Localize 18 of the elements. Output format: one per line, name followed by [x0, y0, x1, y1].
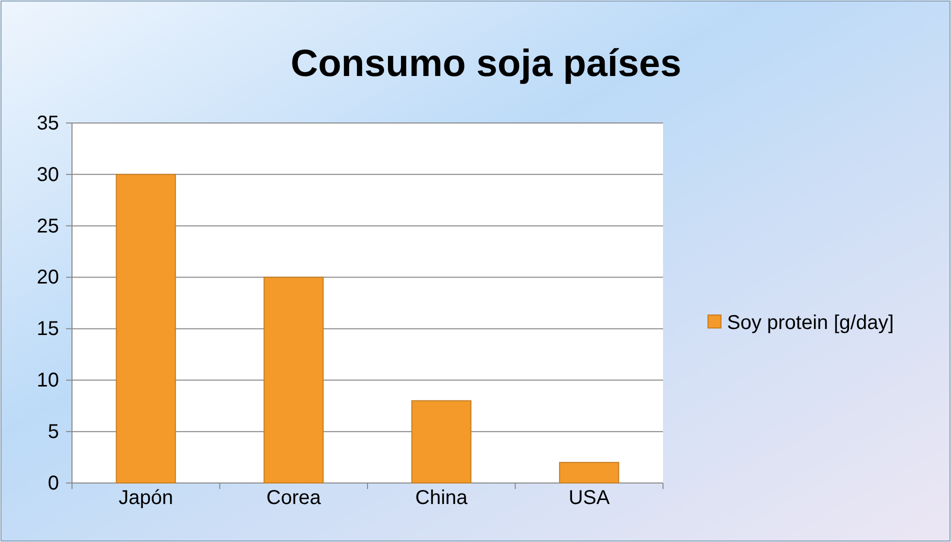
bar: [264, 276, 324, 484]
x-tick-label: USA: [568, 487, 610, 509]
x-tick-label: Japón: [118, 487, 174, 509]
y-tick-label: 0: [48, 472, 59, 494]
y-tick-label: 30: [36, 164, 59, 186]
y-tick-label: 10: [36, 370, 59, 392]
y-tick-label: 35: [36, 112, 59, 134]
x-tick-label: Corea: [266, 487, 322, 509]
x-tick-label: China: [415, 487, 468, 509]
y-tick-label: 15: [36, 318, 59, 340]
bar: [411, 400, 472, 484]
y-tick-label: 5: [48, 420, 59, 443]
chart-title: Consumo soja países: [290, 43, 682, 85]
legend-label: Soy protein [g/day]: [727, 312, 894, 334]
bar: [116, 174, 176, 484]
y-tick-label: 20: [36, 266, 59, 289]
y-tick-label: 25: [36, 215, 59, 238]
bar: [559, 462, 620, 484]
